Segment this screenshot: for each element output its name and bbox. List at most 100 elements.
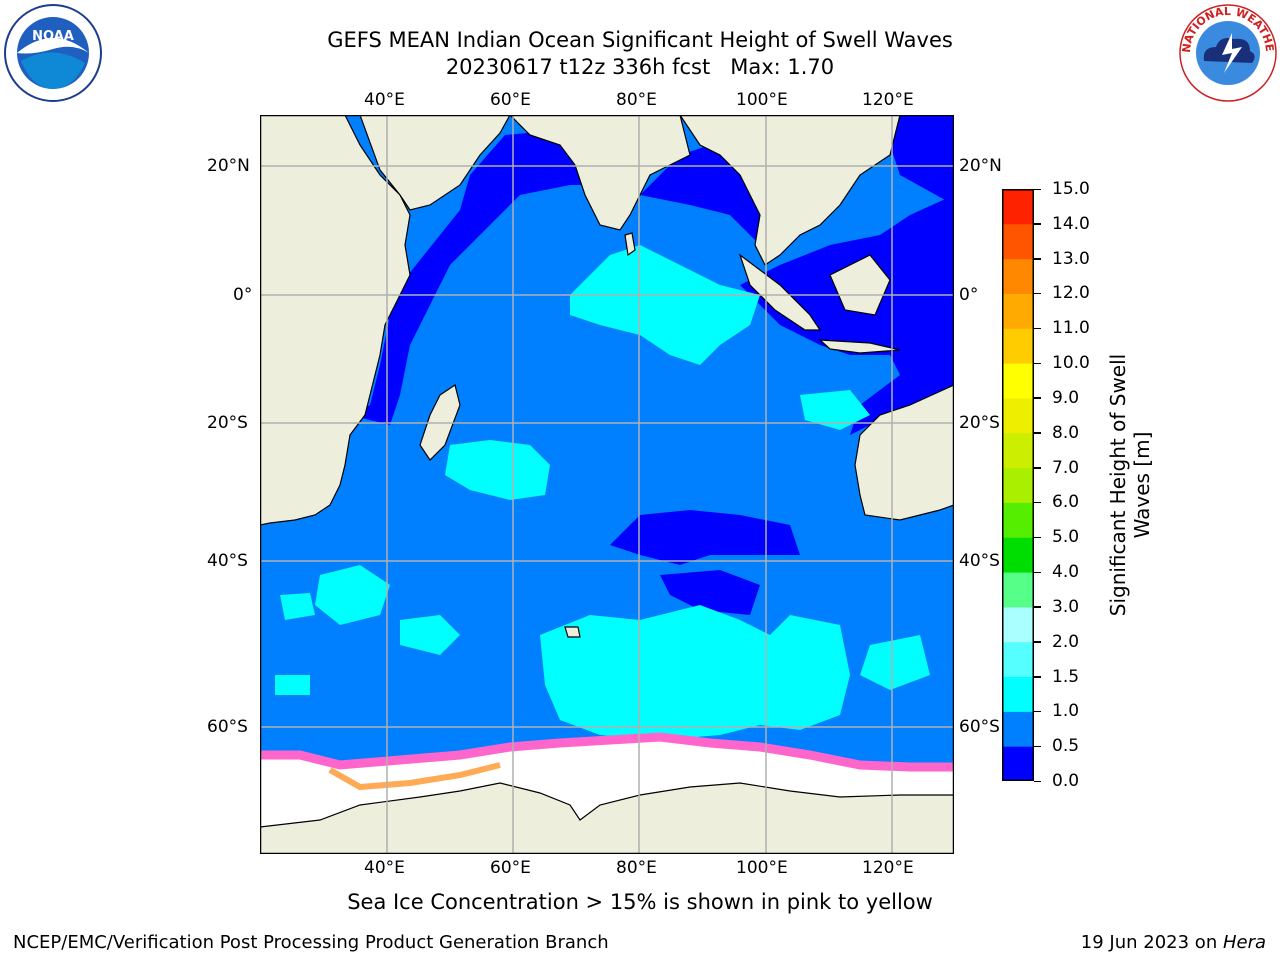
colorbar-band bbox=[1002, 189, 1034, 225]
plot-title: GEFS MEAN Indian Ocean Significant Heigh… bbox=[0, 27, 1280, 81]
colorbar-tick-label: 13.0 bbox=[1052, 248, 1090, 269]
colorbar-tick-mark bbox=[1034, 745, 1041, 748]
colorbar-tick-mark bbox=[1034, 641, 1041, 643]
footer-host: Hera bbox=[1222, 932, 1266, 953]
nws-logo-icon: NATIONAL WEATHER SERVICE bbox=[1178, 3, 1277, 102]
footer-date-text: 19 Jun 2023 on bbox=[1080, 932, 1223, 953]
sri-lanka-land bbox=[624, 232, 636, 257]
lat-label-right-20n: 20°N bbox=[959, 156, 1002, 176]
lat-label-left-40s: 40°S bbox=[207, 551, 248, 571]
colorbar-tick-label: 0.0 bbox=[1052, 771, 1080, 791]
colorbar-tick-label: 2.0 bbox=[1052, 631, 1080, 652]
noaa-logo-icon: NOAA bbox=[4, 4, 102, 102]
india-land bbox=[509, 115, 691, 231]
kerguelen-island bbox=[564, 626, 581, 638]
lon-label-top-80e: 80°E bbox=[616, 90, 657, 110]
colorbar-tick-label: 1.5 bbox=[1052, 666, 1080, 687]
colorbar bbox=[1002, 189, 1034, 781]
title-line-2: 20230617 t12z 336h fcst Max: 1.70 bbox=[445, 55, 835, 79]
graticule bbox=[260, 115, 954, 854]
colorbar-tick-mark bbox=[1034, 501, 1041, 504]
map-frame bbox=[260, 115, 954, 854]
colorbar-tick-mark bbox=[1034, 188, 1041, 190]
lon-label-bottom-80e: 80°E bbox=[616, 858, 657, 878]
southeast-asia-land bbox=[679, 115, 901, 266]
footer-credit: NCEP/EMC/Verification Post Processing Pr… bbox=[13, 932, 609, 953]
sea-ice-edge bbox=[260, 732, 954, 772]
colorbar-band bbox=[1002, 223, 1034, 260]
colorbar-band bbox=[1002, 676, 1034, 712]
colorbar-tick-mark bbox=[1034, 397, 1041, 399]
colorbar-tick-label: 8.0 bbox=[1052, 422, 1080, 443]
lon-label-top-100e: 100°E bbox=[736, 90, 788, 110]
colorbar-tick-label: 7.0 bbox=[1052, 457, 1080, 478]
lon-label-top-120e: 120°E bbox=[862, 90, 914, 110]
footer-date: 19 Jun 2023 on Hera bbox=[1081, 932, 1266, 953]
swell-height-map bbox=[260, 115, 954, 854]
colorbar-tick-label: 12.0 bbox=[1052, 283, 1090, 304]
lat-label-left-60s: 60°S bbox=[207, 717, 248, 737]
colorbar-band bbox=[1002, 537, 1034, 573]
colorbar-band bbox=[1002, 711, 1034, 747]
colorbar-tick-label: 10.0 bbox=[1052, 353, 1090, 374]
lon-label-bottom-120e: 120°E bbox=[862, 858, 914, 878]
lon-label-bottom-40e: 40°E bbox=[364, 858, 405, 878]
colorbar-band bbox=[1002, 293, 1034, 329]
lat-label-left-20n: 20°N bbox=[207, 156, 250, 176]
title-line-1: GEFS MEAN Indian Ocean Significant Heigh… bbox=[327, 28, 953, 52]
colorbar-band bbox=[1002, 606, 1034, 643]
lat-label-right-0: 0° bbox=[959, 285, 979, 305]
lat-label-right-40s: 40°S bbox=[959, 551, 1000, 571]
colorbar-band bbox=[1002, 467, 1034, 503]
colorbar-tick-mark bbox=[1034, 432, 1041, 434]
colorbar-tick-mark bbox=[1034, 467, 1041, 469]
colorbar-band bbox=[1002, 572, 1034, 608]
colorbar-tick-label: 1.0 bbox=[1052, 701, 1080, 722]
lon-label-bottom-100e: 100°E bbox=[736, 858, 788, 878]
sea-ice-edge-inner bbox=[328, 762, 501, 791]
colorbar-tick-label: 11.0 bbox=[1052, 318, 1090, 339]
noaa-logo-text: NOAA bbox=[32, 29, 74, 44]
colorbar-band bbox=[1002, 502, 1034, 538]
colorbar-band bbox=[1002, 397, 1034, 434]
colorbar-tick-mark bbox=[1034, 362, 1041, 365]
low-swell-regions bbox=[350, 115, 954, 615]
java-land bbox=[818, 339, 901, 354]
colorbar-tick-mark bbox=[1034, 571, 1041, 574]
lon-label-top-40e: 40°E bbox=[364, 90, 405, 110]
lon-label-bottom-60e: 60°E bbox=[490, 858, 531, 878]
colorbar-tick-mark bbox=[1034, 676, 1041, 678]
colorbar-tick-label: 14.0 bbox=[1052, 213, 1090, 234]
lat-label-right-60s: 60°S bbox=[959, 717, 1000, 737]
colorbar-tick-label: 4.0 bbox=[1052, 562, 1080, 583]
lat-label-right-20s: 20°S bbox=[959, 413, 1000, 433]
moderate-swell-regions bbox=[275, 245, 930, 740]
colorbar-tick-label: 3.0 bbox=[1052, 596, 1080, 617]
lat-label-left-20s: 20°S bbox=[207, 413, 248, 433]
colorbar-tick-mark bbox=[1034, 327, 1041, 330]
sea-ice-note: Sea Ice Concentration > 15% is shown in … bbox=[347, 890, 933, 914]
australia-land bbox=[854, 384, 954, 521]
colorbar-tick-mark bbox=[1034, 606, 1041, 608]
colorbar-tick-mark bbox=[1034, 710, 1041, 713]
colorbar-band bbox=[1002, 328, 1034, 364]
sumatra-land bbox=[738, 253, 822, 331]
colorbar-tick-label: 15.0 bbox=[1052, 179, 1090, 199]
colorbar-tick-label: 0.5 bbox=[1052, 736, 1080, 757]
arabia-land bbox=[359, 115, 511, 211]
colorbar-tick-mark bbox=[1034, 780, 1041, 782]
colorbar-tick-mark bbox=[1034, 292, 1041, 295]
colorbar-tick-mark bbox=[1034, 258, 1041, 260]
lon-label-top-60e: 60°E bbox=[490, 90, 531, 110]
colorbar-band bbox=[1002, 746, 1034, 781]
colorbar-tick-label: 6.0 bbox=[1052, 492, 1080, 513]
colorbar-band bbox=[1002, 432, 1034, 469]
borneo-land bbox=[829, 254, 891, 316]
colorbar-label: Significant Height of Swell Waves [m] bbox=[1106, 353, 1154, 617]
antarctica-land bbox=[260, 782, 954, 854]
colorbar-tick-label: 9.0 bbox=[1052, 387, 1080, 408]
colorbar-tick-mark bbox=[1034, 223, 1041, 225]
colorbar-band bbox=[1002, 641, 1034, 678]
colorbar-band bbox=[1002, 258, 1034, 294]
colorbar-band bbox=[1002, 363, 1034, 399]
